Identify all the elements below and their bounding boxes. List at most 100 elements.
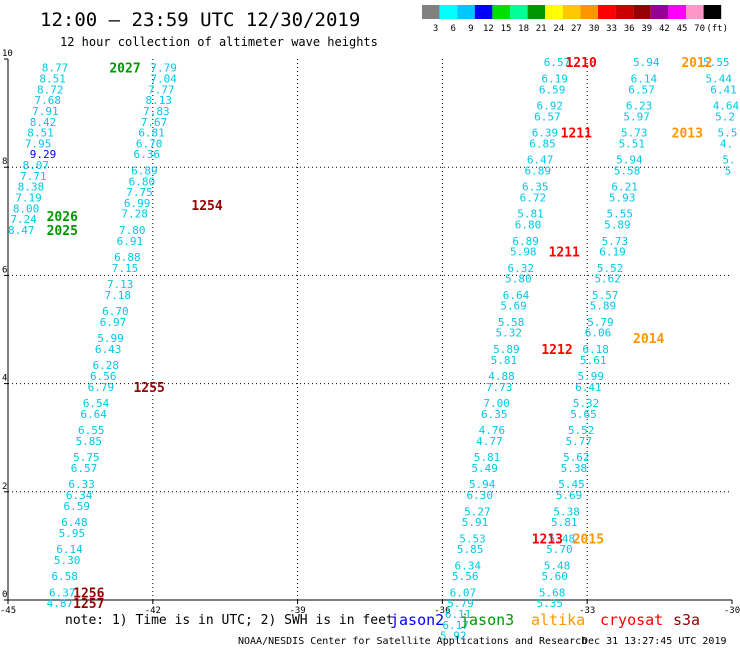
- wave-height-value: 5.81: [517, 208, 544, 221]
- wave-height-value: 5.73: [602, 235, 629, 248]
- wave-height-value: 7.68: [35, 94, 62, 107]
- wave-height-value: 7.28: [121, 208, 148, 221]
- wave-height-value: 5.77: [565, 435, 592, 448]
- wave-height-value: 4.64: [713, 100, 740, 113]
- wave-height-value: 5.94: [633, 56, 660, 69]
- wave-height-value: 7.24: [10, 213, 37, 226]
- wave-height-value: 5.55: [607, 208, 634, 221]
- wave-height-value: 5.60: [541, 570, 568, 583]
- wave-height-value: 6.85: [529, 137, 556, 150]
- wave-height-value: 6.72: [520, 191, 547, 204]
- wave-height-value: 5.93: [609, 191, 636, 204]
- wave-height-value: 6.18: [582, 343, 609, 356]
- satellite-legend-altika: altika: [531, 611, 585, 629]
- scale-label: 6: [450, 24, 455, 34]
- scale-label: 36: [624, 24, 635, 34]
- x-tick-label: -33: [579, 606, 595, 616]
- satellite-legend-jason2: jason2: [390, 611, 444, 629]
- wave-height-value: 6.57: [71, 462, 98, 475]
- wave-height-value: 6.41: [575, 381, 602, 394]
- wave-height-value: 8.13: [146, 94, 173, 107]
- wave-height-value: 5.2: [715, 110, 735, 123]
- wave-height-value: 5.89: [590, 300, 617, 313]
- wave-height-value: 6.19: [541, 72, 568, 85]
- pass-number-label: 2026: [47, 210, 78, 225]
- wave-height-value: 5.94: [469, 478, 496, 491]
- wave-height-value: 6.23: [626, 100, 653, 113]
- wave-height-value: 5.69: [556, 489, 583, 502]
- wave-height-value: 6.48: [61, 516, 88, 529]
- wave-height-value: 6.34: [454, 559, 481, 572]
- scale-label: 24: [553, 24, 564, 34]
- wave-height-value: 6.55: [78, 424, 105, 437]
- wave-height-value: 8.51: [39, 72, 66, 85]
- wave-height-value: 5.81: [474, 451, 501, 464]
- y-tick-label: 0: [2, 590, 7, 600]
- wave-height-value: 6.43: [95, 343, 122, 356]
- wave-height-value: 5.85: [457, 543, 484, 556]
- wave-height-value: 5.27: [464, 505, 491, 518]
- wave-height-value: 6.19: [599, 246, 626, 259]
- wave-height-value: 4.88: [488, 370, 514, 383]
- pass-number-label: 2015: [573, 532, 604, 547]
- wave-height-value: 4.87: [47, 597, 74, 610]
- scale-label: 18: [518, 24, 529, 34]
- wave-height-value: 6.88: [114, 251, 141, 264]
- wave-height-value: 5.75: [73, 451, 100, 464]
- wave-height-value: 8.07: [22, 159, 49, 172]
- wave-height-value: 7.15: [112, 262, 139, 275]
- wave-height-value: 6.30: [467, 489, 494, 502]
- wave-height-value: 6.07: [450, 586, 477, 599]
- wave-height-value: 7.73: [486, 381, 512, 394]
- scale-swatch: [545, 5, 563, 19]
- scale-swatch: [457, 5, 475, 19]
- wave-height-value: 6.59: [539, 83, 566, 96]
- wave-height-value: 7.79: [150, 62, 177, 75]
- wave-height-value: 6.79: [88, 381, 115, 394]
- scale-label: 30: [589, 24, 600, 34]
- scale-swatch: [492, 5, 510, 19]
- wave-height-value: 5.97: [623, 110, 650, 123]
- wave-height-value: 6.91: [117, 235, 144, 248]
- satellite-legend-jason3: jason3: [460, 611, 514, 629]
- wave-height-value: 5.99: [578, 370, 605, 383]
- scale-label: 42: [659, 24, 670, 34]
- wave-height-value: 7.19: [15, 191, 41, 204]
- footer-timestamp: Dec 31 13:27:45 UTC 2019: [582, 636, 727, 647]
- scale-swatch: [598, 5, 616, 19]
- wave-height-value: 6.41: [710, 83, 737, 96]
- wave-height-value: 5.69: [500, 300, 527, 313]
- wave-height-value: 6.21: [611, 181, 638, 194]
- scale-label: 21: [536, 24, 547, 34]
- wave-height-value: 6.17: [442, 619, 469, 632]
- wave-height-value: 7.80: [119, 224, 146, 237]
- wave-height-value: 7.71: [20, 170, 47, 183]
- wave-height-value: 6.39: [532, 127, 559, 140]
- wave-height-value: 6.57: [628, 83, 655, 96]
- wave-height-value: 8.38: [18, 181, 45, 194]
- wave-height-value: 6.37: [49, 586, 76, 599]
- wave-height-value: 4.77: [476, 435, 503, 448]
- pass-number-label: 2012: [681, 56, 712, 71]
- scale-label: 70: [694, 24, 705, 34]
- wave-height-value: 5.44: [705, 72, 732, 85]
- wave-height-value: 5.58: [498, 316, 525, 329]
- wave-height-value: 5.62: [563, 451, 590, 464]
- wave-height-value: 7.13: [107, 278, 133, 291]
- scale-label: 45: [677, 24, 688, 34]
- wave-height-value: 5.48: [544, 559, 571, 572]
- wave-height-value: 6.89: [524, 164, 551, 177]
- wave-height-value: 5.51: [619, 137, 646, 150]
- color-scale-legend: 3 6 9 12 15 18 21 24 27 30 33 36 39 42 45 70 (ft): [422, 5, 728, 34]
- pass-number-label: 1210: [565, 56, 596, 71]
- scale-swatch: [650, 5, 669, 19]
- x-tick-label: -36: [434, 606, 450, 616]
- x-tick-label: -42: [145, 606, 161, 616]
- scale-swatch: [686, 5, 704, 19]
- wave-height-value: 5.95: [59, 527, 86, 540]
- scale-swatch: [527, 5, 546, 19]
- y-tick-label: 8: [2, 157, 7, 167]
- wave-height-value: 5.62: [594, 273, 621, 286]
- wave-height-value: 6.89: [512, 235, 539, 248]
